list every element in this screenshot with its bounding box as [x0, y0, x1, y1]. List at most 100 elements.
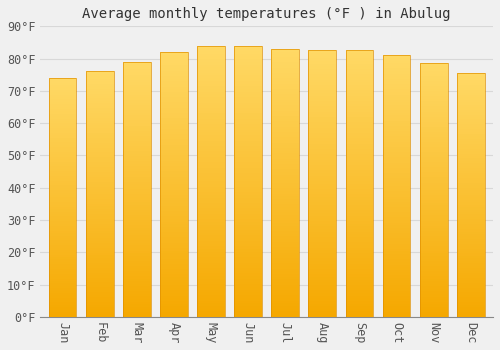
Bar — [420, 231, 448, 233]
Bar — [197, 154, 225, 157]
Bar — [197, 73, 225, 76]
Bar — [160, 161, 188, 163]
Bar — [457, 297, 484, 300]
Bar — [86, 98, 114, 101]
Bar — [457, 224, 484, 227]
Bar — [457, 80, 484, 83]
Bar — [48, 269, 76, 272]
Bar — [86, 229, 114, 231]
Bar — [457, 144, 484, 146]
Bar — [86, 260, 114, 263]
Bar — [346, 266, 374, 269]
Bar — [272, 301, 299, 303]
Bar — [123, 118, 150, 120]
Bar — [234, 62, 262, 65]
Bar — [420, 69, 448, 71]
Bar — [346, 192, 374, 194]
Bar — [123, 92, 150, 95]
Bar — [86, 197, 114, 199]
Bar — [420, 71, 448, 74]
Bar — [160, 309, 188, 312]
Bar — [272, 312, 299, 314]
Bar — [420, 220, 448, 223]
Bar — [382, 286, 410, 288]
Bar — [160, 224, 188, 227]
Bar — [86, 133, 114, 135]
Bar — [197, 119, 225, 121]
Bar — [272, 303, 299, 306]
Bar — [197, 268, 225, 271]
Bar — [48, 209, 76, 212]
Bar — [420, 259, 448, 261]
Bar — [48, 188, 76, 190]
Bar — [234, 312, 262, 314]
Bar — [160, 113, 188, 116]
Bar — [48, 221, 76, 224]
Bar — [457, 178, 484, 180]
Bar — [160, 193, 188, 195]
Bar — [308, 138, 336, 141]
Bar — [346, 184, 374, 186]
Bar — [123, 100, 150, 103]
Bar — [457, 159, 484, 161]
Bar — [160, 266, 188, 269]
Bar — [234, 76, 262, 78]
Bar — [346, 109, 374, 112]
Bar — [346, 197, 374, 199]
Bar — [197, 146, 225, 149]
Bar — [382, 142, 410, 144]
Bar — [308, 213, 336, 216]
Bar — [420, 193, 448, 195]
Bar — [197, 301, 225, 303]
Bar — [382, 157, 410, 160]
Bar — [48, 204, 76, 207]
Bar — [346, 258, 374, 261]
Bar — [197, 178, 225, 181]
Bar — [197, 116, 225, 119]
Bar — [160, 184, 188, 187]
Bar — [308, 282, 336, 285]
Bar — [160, 261, 188, 264]
Bar — [457, 210, 484, 212]
Bar — [48, 195, 76, 197]
Bar — [48, 166, 76, 169]
Bar — [272, 271, 299, 274]
Bar — [272, 268, 299, 271]
Bar — [420, 203, 448, 205]
Bar — [420, 188, 448, 190]
Bar — [234, 206, 262, 208]
Bar — [234, 113, 262, 116]
Bar — [160, 118, 188, 121]
Bar — [234, 141, 262, 143]
Bar — [420, 312, 448, 314]
Bar — [272, 148, 299, 151]
Bar — [382, 296, 410, 299]
Bar — [123, 279, 150, 281]
Bar — [272, 242, 299, 244]
Bar — [234, 130, 262, 132]
Bar — [308, 256, 336, 258]
Bar — [272, 60, 299, 62]
Bar — [308, 93, 336, 96]
Bar — [48, 169, 76, 171]
Bar — [197, 246, 225, 249]
Bar — [123, 156, 150, 159]
Bar — [48, 128, 76, 131]
Bar — [123, 141, 150, 144]
Bar — [308, 229, 336, 232]
Bar — [197, 157, 225, 160]
Bar — [457, 193, 484, 195]
Bar — [160, 73, 188, 76]
Bar — [160, 166, 188, 169]
Bar — [48, 133, 76, 135]
Bar — [457, 234, 484, 236]
Bar — [272, 151, 299, 153]
Bar — [48, 80, 76, 83]
Bar — [197, 113, 225, 116]
Bar — [420, 170, 448, 172]
Bar — [48, 272, 76, 274]
Bar — [346, 85, 374, 88]
Bar — [346, 240, 374, 242]
Bar — [272, 78, 299, 81]
Bar — [420, 210, 448, 213]
